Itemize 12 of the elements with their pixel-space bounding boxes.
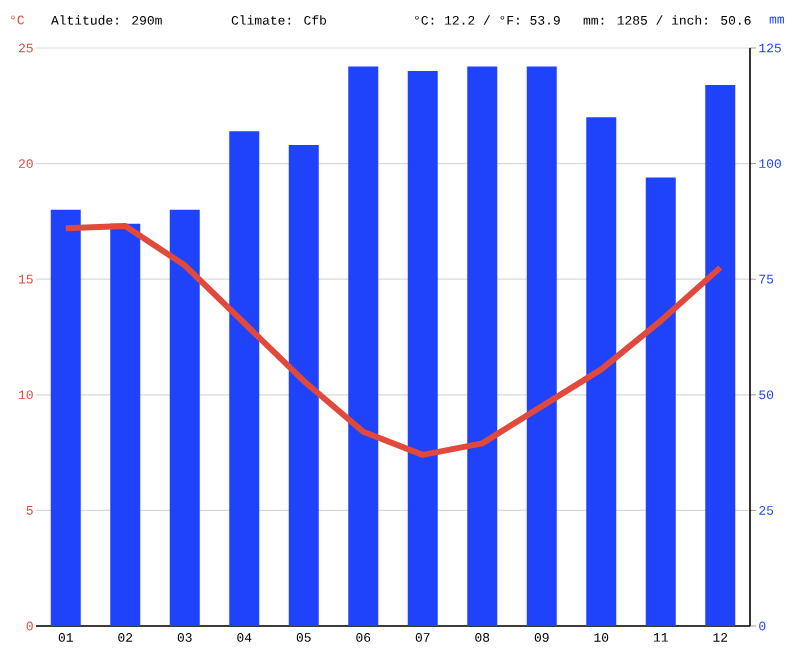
bar (645, 177, 676, 626)
bar (348, 66, 379, 626)
bar (50, 209, 81, 626)
bar (110, 223, 141, 626)
bar (288, 145, 319, 626)
bar (169, 209, 200, 626)
bar (526, 66, 557, 626)
bar (467, 66, 498, 626)
bar (229, 131, 260, 626)
bar (705, 84, 736, 626)
bar (586, 117, 617, 626)
bar (407, 71, 438, 626)
